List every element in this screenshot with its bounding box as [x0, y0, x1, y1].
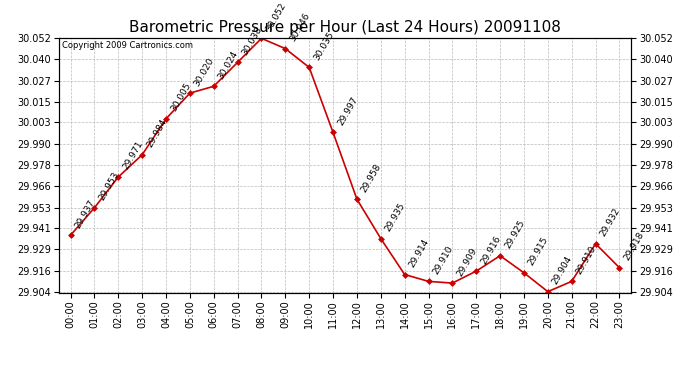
- Text: 29.904: 29.904: [551, 254, 574, 286]
- Text: 30.020: 30.020: [193, 56, 216, 88]
- Text: 29.914: 29.914: [407, 237, 431, 269]
- Title: Barometric Pressure per Hour (Last 24 Hours) 20091108: Barometric Pressure per Hour (Last 24 Ho…: [129, 20, 561, 35]
- Text: 30.046: 30.046: [288, 11, 312, 43]
- Text: 29.916: 29.916: [479, 234, 502, 266]
- Text: 29.918: 29.918: [622, 230, 646, 262]
- Text: 29.937: 29.937: [73, 198, 97, 230]
- Text: 30.038: 30.038: [240, 25, 264, 57]
- Text: 29.984: 29.984: [145, 117, 168, 149]
- Text: 29.971: 29.971: [121, 140, 145, 171]
- Text: 29.958: 29.958: [359, 162, 383, 194]
- Text: 30.052: 30.052: [264, 1, 288, 33]
- Text: 29.910: 29.910: [575, 244, 598, 276]
- Text: 29.935: 29.935: [384, 201, 407, 233]
- Text: 29.909: 29.909: [455, 246, 479, 278]
- Text: 29.915: 29.915: [526, 236, 551, 267]
- Text: 30.005: 30.005: [169, 81, 193, 113]
- Text: 29.953: 29.953: [97, 171, 121, 202]
- Text: Copyright 2009 Cartronics.com: Copyright 2009 Cartronics.com: [61, 41, 193, 50]
- Text: 29.997: 29.997: [336, 95, 359, 127]
- Text: 29.910: 29.910: [431, 244, 455, 276]
- Text: 29.932: 29.932: [598, 207, 622, 238]
- Text: 30.024: 30.024: [217, 49, 240, 81]
- Text: 30.035: 30.035: [312, 30, 335, 62]
- Text: 29.925: 29.925: [503, 219, 526, 250]
